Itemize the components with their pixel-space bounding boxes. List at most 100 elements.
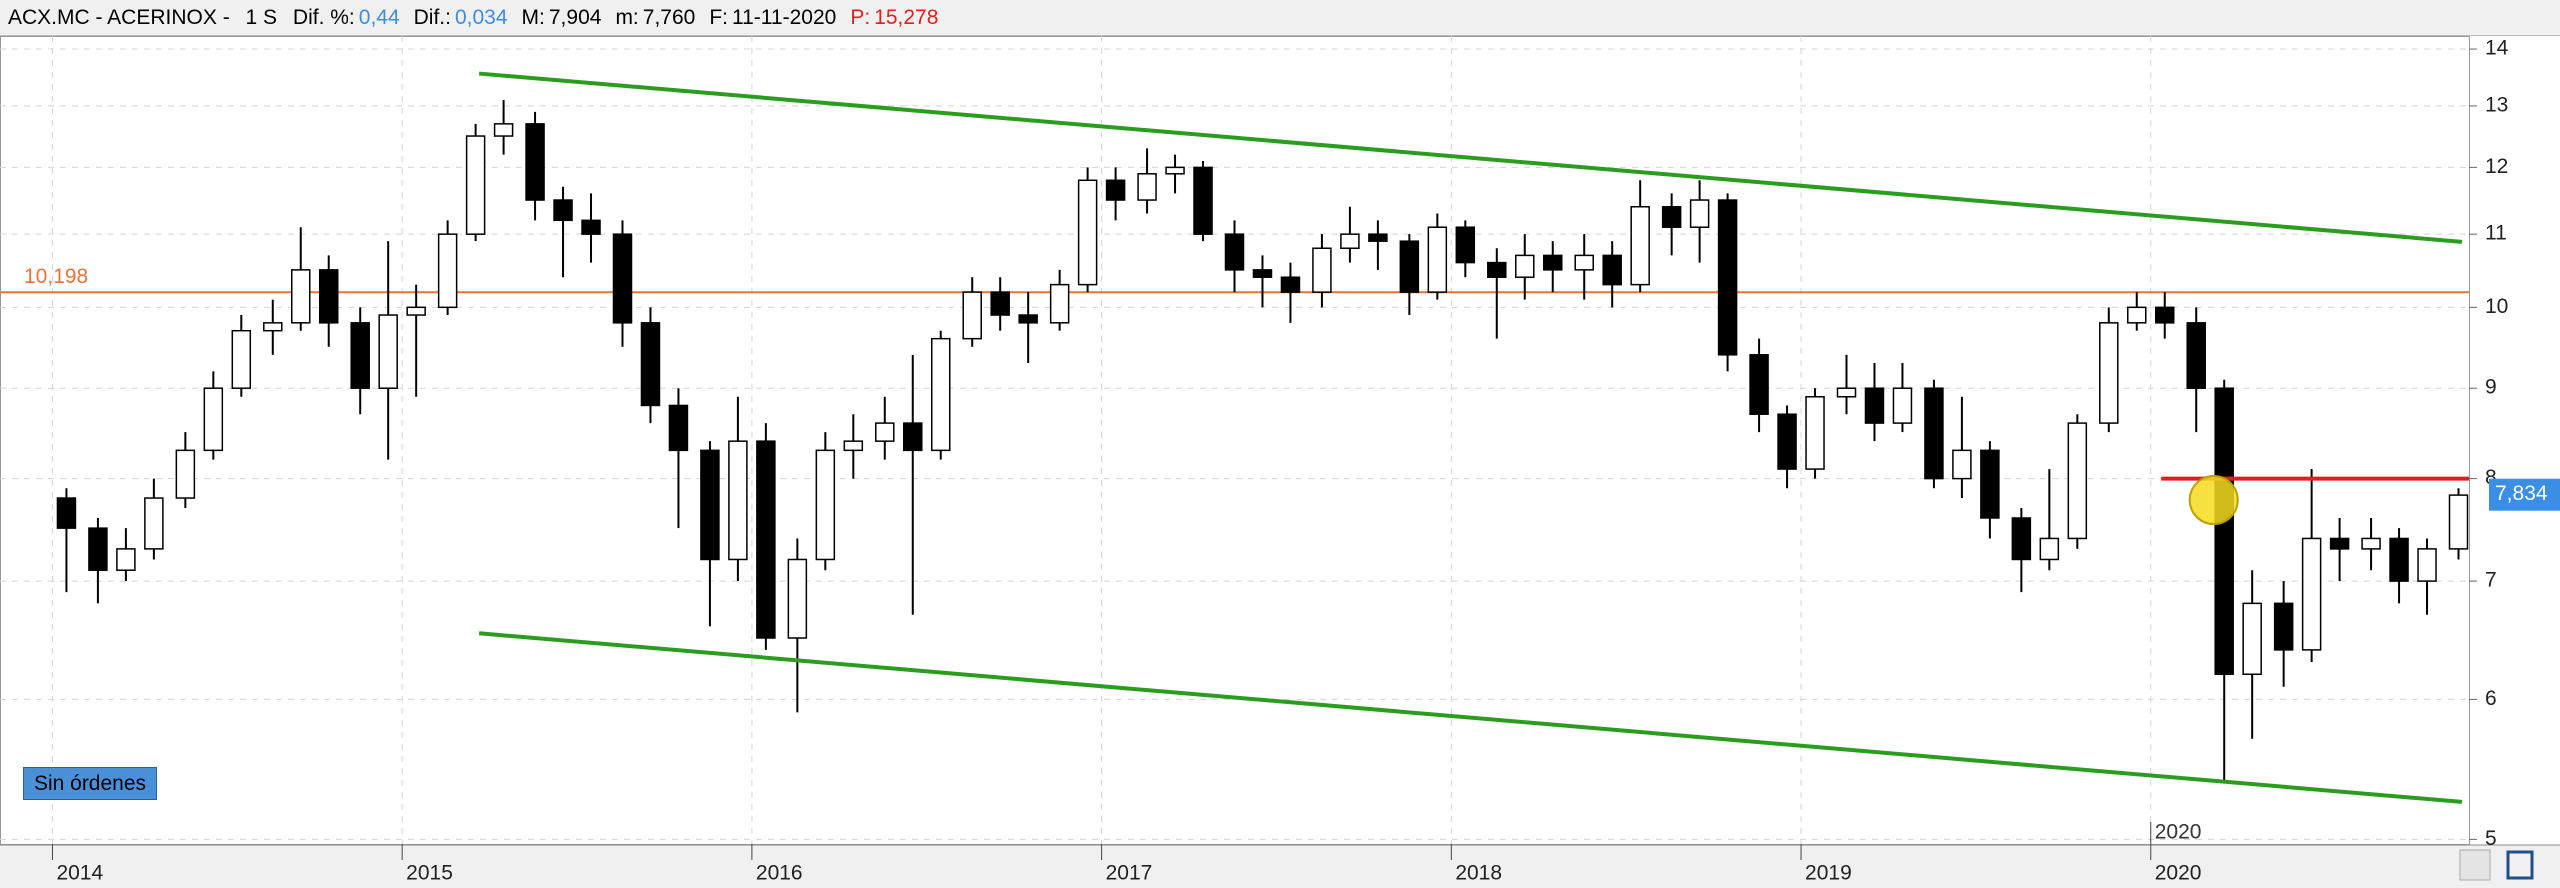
candle-body (612, 233, 633, 324)
candle-body (437, 233, 458, 309)
orders-button[interactable]: Sin órdenes (23, 767, 157, 800)
candle-body (1224, 233, 1245, 271)
candle-body (144, 497, 164, 550)
candle-body (203, 387, 224, 452)
candle-body (1805, 396, 1825, 470)
level-label: 10,198 (24, 265, 88, 288)
candle-body (1137, 173, 1157, 201)
candle-body (875, 422, 895, 442)
candle-body (88, 527, 108, 571)
candle-body (1399, 240, 1420, 293)
candle-body (1864, 387, 1885, 424)
x-tick-label: 2017 (1106, 862, 1153, 885)
y-tick-label: 9 (2485, 376, 2497, 399)
cursor-label: 2020 (2155, 821, 2202, 844)
header-bar: ACX.MC - ACERINOX - 1 S Dif. %: 0,44 Dif.:… (0, 0, 2560, 36)
candle-body (525, 123, 545, 201)
field-label: P: (850, 6, 871, 29)
candle-body (962, 291, 982, 340)
candle-body (1689, 199, 1710, 228)
candle-body (756, 440, 776, 639)
candle-body (1980, 449, 2000, 519)
plot-frame (0, 36, 2470, 845)
candle-body (581, 219, 601, 235)
candle-body (668, 404, 689, 452)
candle-body (1602, 254, 1622, 286)
y-tick-label: 10 (2485, 295, 2508, 318)
candle-body (1487, 261, 1507, 278)
candle-body (231, 329, 252, 389)
candle-body (1018, 314, 1038, 324)
symbol: ACX.MC - ACERINOX - (8, 6, 230, 29)
candle-body (1427, 226, 1448, 293)
candle-body (1515, 254, 1535, 278)
y-tick-label: 14 (2485, 37, 2509, 60)
candle-body (1777, 413, 1797, 470)
candle-body (815, 449, 836, 561)
candle-body (465, 135, 486, 235)
candle-body (903, 422, 923, 452)
candle-body (1924, 387, 1944, 480)
candle-body (2099, 322, 2119, 424)
candle-body (1542, 254, 1563, 271)
field-value: 11-11-2020 (732, 6, 837, 29)
x-axis-bg (0, 845, 2560, 888)
candle-body (1252, 269, 1273, 278)
price-tag-bg (2489, 478, 2560, 511)
candle-body (1661, 205, 1682, 228)
candle-body (291, 269, 311, 324)
price-tag: 7,834 (2495, 482, 2548, 505)
candle-body (2448, 494, 2469, 550)
candle-body (2242, 602, 2262, 676)
trend-line (478, 71, 2463, 244)
candle-body (2329, 537, 2350, 550)
field-value: 7,904 (548, 6, 602, 29)
candle-body (1952, 449, 1972, 480)
candle-body (2067, 422, 2088, 540)
candle-body (2389, 537, 2409, 582)
candle-body (2154, 306, 2175, 324)
field-label: Dif.: (413, 6, 451, 29)
candle-body (378, 314, 398, 389)
candle-body (2273, 602, 2294, 651)
candle-body (2127, 306, 2147, 324)
y-tick-label: 13 (2485, 93, 2508, 116)
x-tick-label: 2016 (756, 862, 803, 885)
candle-body (2186, 322, 2206, 389)
candle-body (1165, 166, 1185, 175)
candle-body (2214, 387, 2234, 676)
candle-body (318, 269, 339, 324)
candle-body (1630, 205, 1650, 286)
field-value: 7,760 (642, 6, 696, 29)
candle-body (2011, 517, 2032, 561)
x-tick-label: 2020 (2155, 862, 2202, 885)
chart: 5 6 7 8 9 10 11 12 13 14 2014 2015 2016 2017 2018 2019 2… (0, 36, 2560, 888)
y-tick-label: 5 (2485, 827, 2497, 850)
candle-body (990, 291, 1010, 316)
candle-body (2301, 537, 2322, 651)
candle-body (1105, 179, 1126, 201)
candle-body (116, 548, 136, 571)
scroll-icon (2459, 849, 2491, 881)
candle-body (1892, 387, 1913, 424)
candle-body (263, 322, 283, 332)
save-icon (2506, 850, 2534, 880)
y-tick-label: 6 (2485, 687, 2497, 710)
field-label: M: (521, 6, 545, 29)
candle-body (728, 440, 748, 561)
highlight-marker (2188, 475, 2239, 526)
y-tick-label: 7 (2485, 569, 2497, 592)
candle-body (930, 337, 951, 452)
y-tick-label: 8 (2485, 466, 2497, 489)
candle-body (350, 322, 370, 389)
candle-body (1836, 387, 1857, 398)
candle-body (553, 199, 573, 222)
candle-body (1717, 199, 1738, 356)
candle-body (1368, 233, 1388, 242)
x-tick-label: 2014 (56, 862, 103, 885)
field-value: 15,278 (874, 6, 939, 29)
y-tick-label: 11 (2485, 222, 2507, 245)
candle-body (1280, 276, 1301, 293)
candle-body (1340, 233, 1360, 249)
